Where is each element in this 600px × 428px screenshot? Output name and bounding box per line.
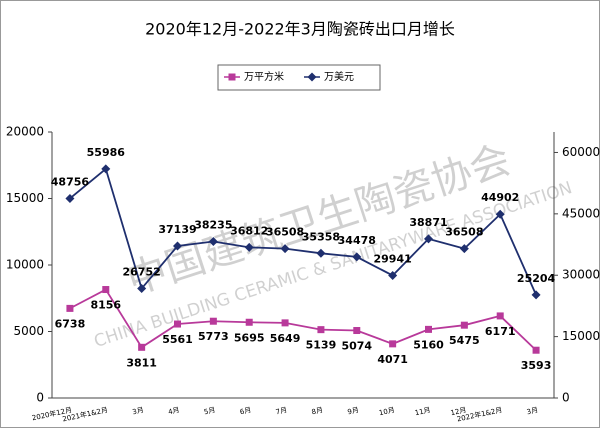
marker (352, 252, 362, 262)
y-tick-label: 0 (36, 391, 44, 405)
x-tick-label: 12月 (450, 406, 467, 417)
data-label: 35358 (302, 230, 340, 243)
marker (245, 318, 253, 326)
data-label: 38871 (409, 216, 447, 229)
marker (209, 317, 217, 325)
marker (66, 304, 74, 312)
data-label: 5160 (413, 338, 444, 351)
marker (244, 242, 254, 252)
y2-tick-label: 15000 (562, 329, 600, 343)
y2-tick-label: 45000 (562, 206, 600, 220)
data-label: 37139 (158, 223, 196, 236)
marker (173, 241, 182, 251)
marker (281, 319, 289, 327)
data-label: 5649 (270, 332, 301, 345)
data-label: 25204 (517, 272, 556, 285)
marker (460, 321, 468, 329)
marker (101, 164, 111, 174)
marker (138, 343, 146, 351)
data-label: 6738 (55, 317, 86, 330)
marker (353, 327, 361, 335)
legend-label: 万美元 (324, 70, 354, 83)
y2-tick-label: 0 (562, 391, 570, 405)
marker (102, 286, 110, 294)
series-line (69, 288, 537, 351)
x-tick-label: 5月 (203, 406, 216, 416)
legend-marker (307, 72, 317, 82)
x-tick-label: 3月 (526, 406, 539, 416)
y-tick-label: 10000 (6, 258, 44, 272)
y-tick-label: 20000 (6, 125, 44, 139)
data-label: 34478 (338, 234, 376, 247)
legend-marker (228, 73, 236, 81)
legend-box (217, 64, 381, 91)
data-label: 3811 (126, 356, 157, 369)
marker (65, 193, 75, 203)
marker (137, 284, 147, 294)
data-label: 36508 (445, 226, 483, 239)
marker (317, 326, 325, 334)
series-line (69, 167, 537, 296)
y2-tick-label: 60000 (562, 145, 600, 159)
data-label: 36508 (266, 226, 304, 239)
data-label: 38235 (194, 219, 232, 232)
marker (389, 340, 397, 348)
marker (174, 320, 181, 328)
x-tick-label: 4月 (167, 406, 180, 416)
marker (388, 270, 398, 280)
y-tick-label: 5000 (13, 324, 44, 338)
marker (316, 248, 326, 258)
data-label: 6171 (485, 325, 516, 338)
marker (532, 346, 540, 354)
x-tick-label: 6月 (239, 406, 252, 416)
data-label: 5561 (162, 333, 193, 346)
data-label: 5773 (198, 330, 229, 343)
data-label: 5475 (449, 334, 480, 347)
x-tick-label: 8月 (311, 406, 324, 416)
x-tick-label: 10月 (378, 406, 395, 417)
x-tick-label: 7月 (275, 406, 288, 416)
data-label: 29941 (374, 252, 412, 265)
data-label: 5074 (341, 340, 372, 353)
chart-title: 2020年12月-2022年3月陶瓷砖出口月增长 (145, 20, 455, 39)
legend-label: 万平方米 (244, 70, 284, 83)
data-label: 26752 (123, 266, 161, 279)
marker (280, 244, 290, 254)
data-label: 55986 (87, 146, 126, 159)
data-label: 48756 (51, 175, 90, 188)
data-label: 5695 (234, 331, 265, 344)
x-tick-label: 9月 (347, 406, 360, 416)
marker (425, 325, 432, 333)
data-label: 8156 (90, 299, 121, 312)
data-label: 36812 (230, 224, 268, 237)
marker (459, 244, 469, 254)
y-tick-label: 15000 (6, 191, 44, 205)
marker (531, 290, 541, 300)
x-tick-label: 3月 (132, 406, 145, 416)
data-label: 44902 (481, 191, 519, 204)
marker (496, 312, 504, 320)
data-label: 5139 (306, 339, 337, 352)
marker (424, 234, 433, 244)
data-label: 3593 (521, 359, 552, 372)
x-tick-label: 11月 (414, 406, 431, 417)
data-label: 4071 (377, 353, 408, 366)
marker (495, 209, 505, 219)
y2-tick-label: 30000 (562, 268, 600, 282)
marker (208, 237, 218, 247)
